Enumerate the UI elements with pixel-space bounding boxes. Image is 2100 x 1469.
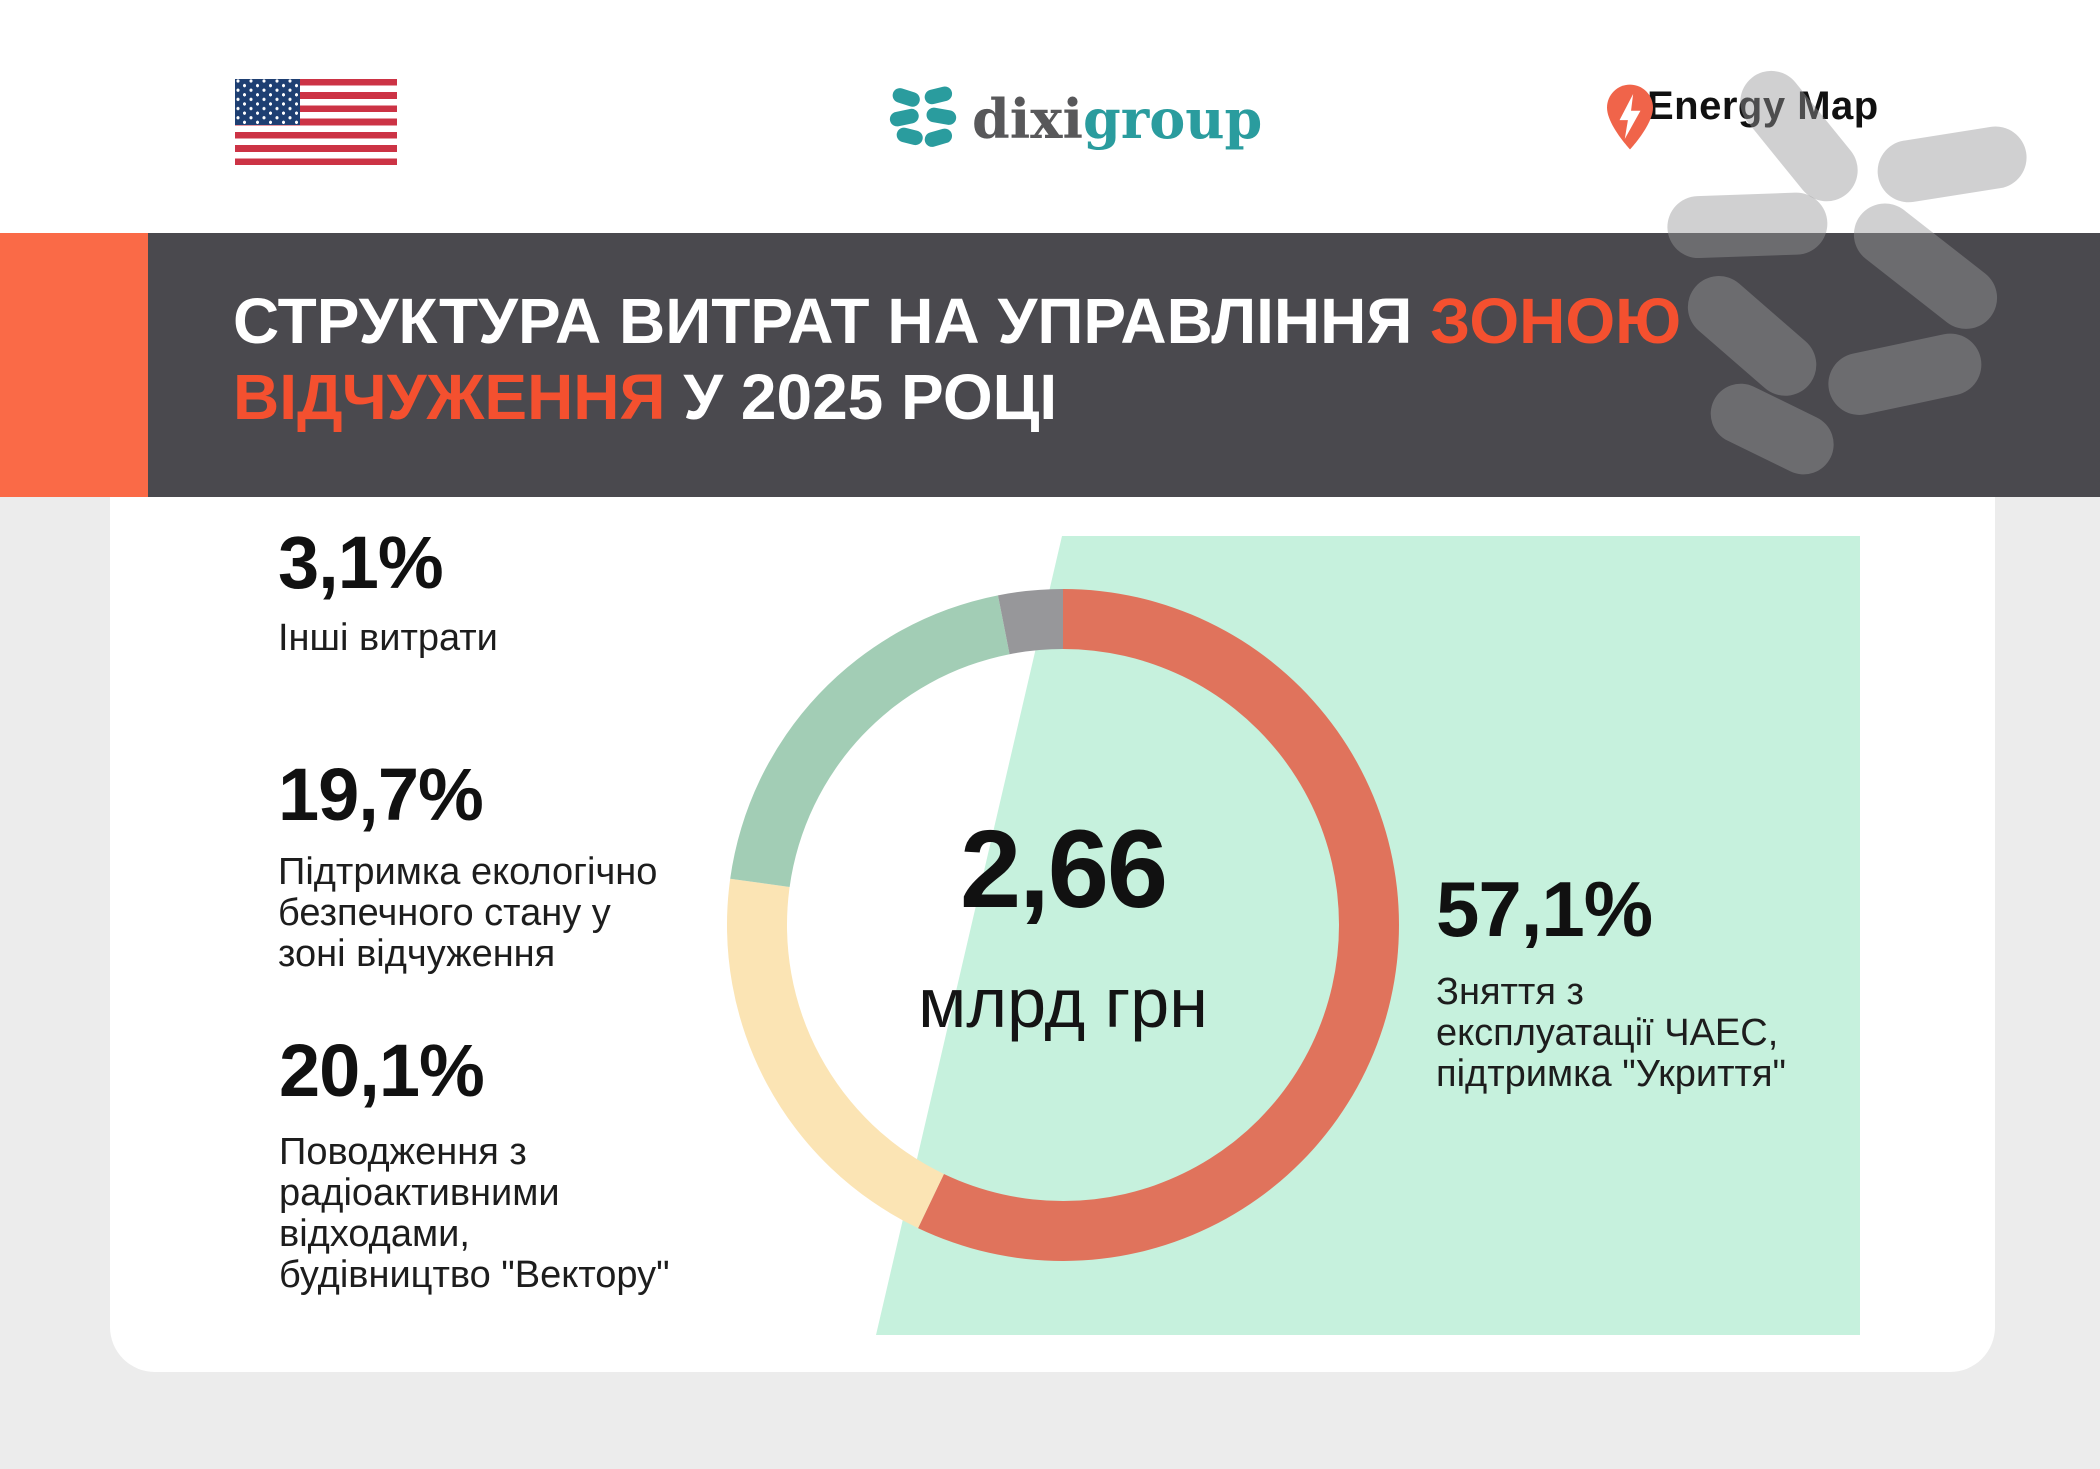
- stat-label: Зняття з експлуатації ЧАЕС, підтримка "У…: [1436, 971, 1787, 1095]
- stat-other-costs: 3,1% Інші витрати: [278, 524, 498, 659]
- stat-value: 57,1%: [1436, 865, 1653, 953]
- title-line1-accent: ЗОНОЮ: [1430, 285, 1682, 357]
- stat-label: Поводження з радіоактивними відходами, б…: [279, 1131, 670, 1296]
- dixigroup-brain-icon: [888, 86, 958, 152]
- stat-radioactive-waste: 20,1% Поводження з радіоактивними відход…: [279, 1032, 670, 1296]
- stat-label: Інші витрати: [278, 617, 498, 659]
- donut-segment: [997, 589, 1063, 655]
- title-line2-accent: ВІДЧУЖЕННЯ: [233, 361, 666, 433]
- stat-ecological-support: 19,7% Підтримка екологічно безпечного ст…: [278, 756, 657, 975]
- stat-label: Підтримка екологічно безпечного стану у …: [278, 851, 658, 975]
- energy-map-logo: Energy Map: [1607, 84, 1879, 150]
- energy-map-label: Energy Map: [1647, 84, 1879, 128]
- banner-orange-block: [0, 233, 148, 497]
- stat-value: 3,1%: [278, 521, 444, 604]
- stat-chnpp-decommissioning: 57,1% Зняття з експлуатації ЧАЕС, підтри…: [1436, 870, 1786, 1095]
- total-value: 2,66: [959, 808, 1168, 931]
- title-line-1: СТРУКТУРА ВИТРАТ НА УПРАВЛІННЯ ЗОНОЮ: [233, 283, 1681, 359]
- stat-value: 19,7%: [278, 753, 484, 836]
- title-line2-white: У 2025 РОЦІ: [665, 361, 1058, 433]
- donut-segment: [726, 878, 944, 1229]
- donut-segments: [726, 589, 1399, 1261]
- dixi-word: dixi: [972, 87, 1083, 151]
- donut-segment: [730, 595, 1010, 887]
- donut-center-total: 2,66 млрд грн: [763, 808, 1363, 1042]
- us-flag-icon: [235, 79, 397, 165]
- title-line1-white: СТРУКТУРА ВИТРАТ НА УПРАВЛІННЯ: [233, 285, 1431, 357]
- dixigroup-logo: dixigroup: [888, 84, 1262, 154]
- total-unit: млрд грн: [918, 964, 1208, 1042]
- title-banner: СТРУКТУРА ВИТРАТ НА УПРАВЛІННЯ ЗОНОЮ ВІД…: [0, 233, 2100, 497]
- donut-segment: [918, 589, 1399, 1261]
- stat-value: 20,1%: [279, 1029, 485, 1112]
- dixigroup-wordmark: dixigroup: [972, 86, 1262, 152]
- us-flag-canton: [235, 79, 300, 126]
- energy-map-pin-icon: [1607, 84, 1653, 155]
- group-word: group: [1082, 87, 1263, 151]
- title-line-2: ВІДЧУЖЕННЯ У 2025 РОЦІ: [233, 359, 1681, 435]
- page-title: СТРУКТУРА ВИТРАТ НА УПРАВЛІННЯ ЗОНОЮ ВІД…: [233, 283, 1681, 435]
